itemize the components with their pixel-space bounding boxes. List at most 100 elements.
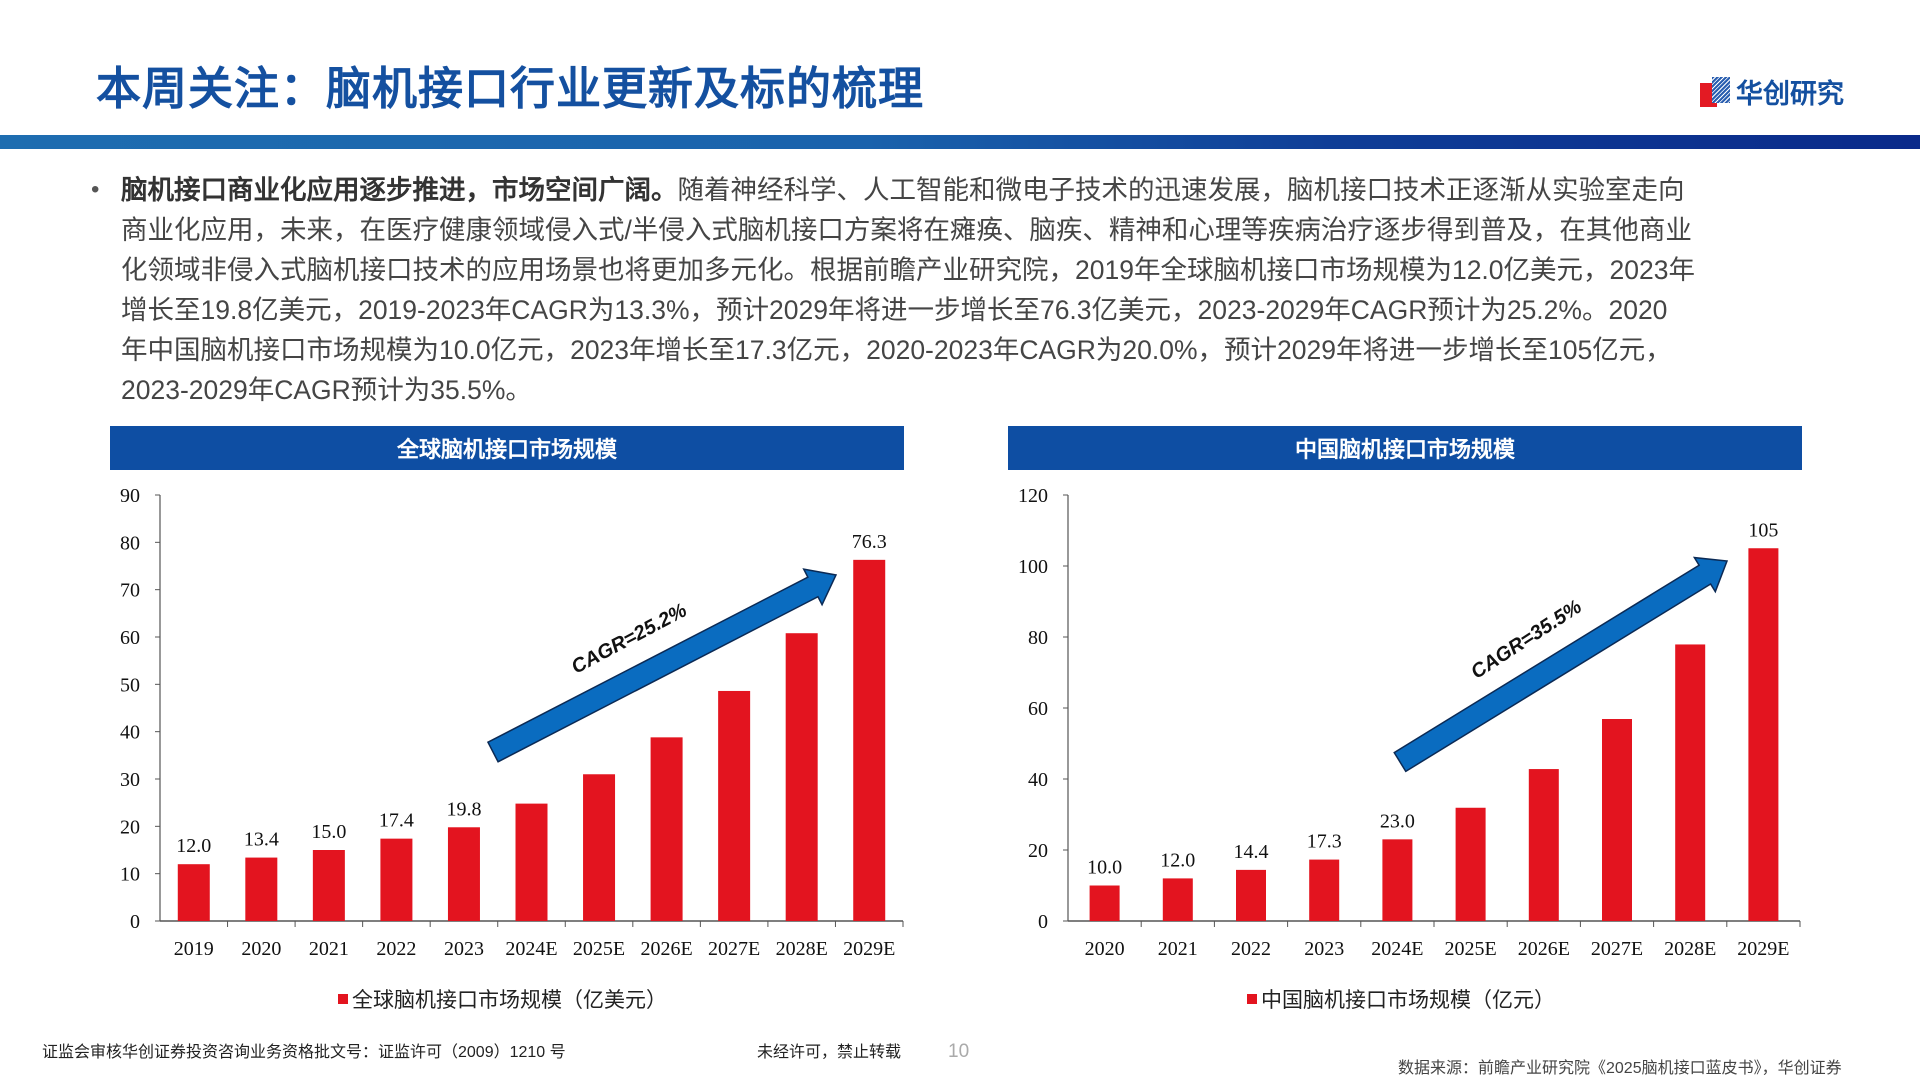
data-label: 14.4 xyxy=(1234,841,1269,863)
bar xyxy=(1236,869,1266,921)
bar xyxy=(718,690,751,921)
global-chart: 0 10 20 30 40 50 60 70 80 90 2019 12.0 2020 13.4 2021 1… xyxy=(120,485,904,960)
data-label: 76.3 xyxy=(852,531,887,553)
paragraph-line: 脑机接口商业化应用逐步推进，市场空间广阔。随着神经科学、人工智能和微电子技术的迅… xyxy=(121,170,1801,210)
paragraph-line: 2023-2029年CAGR预计为35.5%。 xyxy=(121,375,532,405)
logo-text: 华创研究 xyxy=(1736,79,1844,109)
x-tick-label: 2021 xyxy=(1158,938,1198,960)
y-tick-label: 60 xyxy=(120,627,140,649)
bar xyxy=(1089,885,1120,921)
paragraph-line: 年中国脑机接口市场规模为10.0亿元，2023年增长至17.3亿元，2020-2… xyxy=(121,335,1672,365)
y-tick-label: 80 xyxy=(1028,627,1048,649)
global-chart-title: 全球脑机接口市场规模 xyxy=(110,426,904,470)
license-text: 证监会审核华创证券投资咨询业务资格批文号：证监许可（2009）1210 号 xyxy=(42,1044,566,1061)
x-tick-label: 2025E xyxy=(573,938,625,960)
page-number: 10 xyxy=(948,1041,970,1062)
data-label: 12.0 xyxy=(1160,849,1195,871)
brand-logo: 华创研究 xyxy=(1700,72,1844,111)
bar xyxy=(1602,719,1632,921)
x-tick-label: 2020 xyxy=(1085,938,1125,960)
bullet-icon: • xyxy=(91,176,100,203)
bar xyxy=(1162,878,1193,921)
legend-swatch xyxy=(338,994,348,1004)
x-tick-label: 2023 xyxy=(444,938,484,960)
x-tick-label: 2026E xyxy=(1518,938,1570,960)
bar xyxy=(312,850,345,921)
x-tick-label: 2020 xyxy=(241,938,281,960)
data-label: 23.0 xyxy=(1380,810,1415,832)
legend-swatch xyxy=(1247,994,1257,1004)
data-source: 数据来源：前瞻产业研究院《2025脑机接口蓝皮书》，华创证券 xyxy=(1398,1060,1842,1077)
bar xyxy=(177,864,210,921)
legend-label: 全球脑机接口市场规模（亿美元） xyxy=(352,989,667,1012)
x-tick-label: 2026E xyxy=(640,938,692,960)
paragraph-line: 商业化应用，未来，在医疗健康领域侵入式/半侵入式脑机接口方案将在瘫痪、脑疾、精神… xyxy=(121,215,1692,245)
x-tick-label: 2029E xyxy=(843,938,895,960)
bar xyxy=(1455,807,1486,921)
bar xyxy=(583,774,616,921)
y-tick-label: 80 xyxy=(120,532,140,554)
x-tick-label: 2025E xyxy=(1444,938,1496,960)
x-tick-label: 2021 xyxy=(309,938,349,960)
growth-arrow-icon xyxy=(1393,556,1729,773)
x-tick-label: 2028E xyxy=(1664,938,1716,960)
summary-paragraph: • 脑机接口商业化应用逐步推进，市场空间广阔。随着神经科学、人工智能和微电子技术… xyxy=(91,170,1801,410)
y-tick-label: 50 xyxy=(120,674,140,696)
data-label: 105 xyxy=(1748,519,1778,541)
bar xyxy=(650,737,683,921)
china-chart-title: 中国脑机接口市场规模 xyxy=(1008,426,1802,470)
y-tick-label: 20 xyxy=(1028,840,1048,862)
x-tick-label: 2024E xyxy=(505,938,557,960)
bar xyxy=(853,559,886,921)
data-label: 19.8 xyxy=(446,798,481,820)
y-tick-label: 70 xyxy=(120,580,140,602)
data-label: 12.0 xyxy=(176,835,211,857)
y-tick-label: 90 xyxy=(120,485,140,507)
bar xyxy=(447,827,480,921)
paragraph-line: 增长至19.8亿美元，2019-2023年CAGR为13.3%，预计2029年将… xyxy=(121,295,1668,325)
page-title: 本周关注：脑机接口行业更新及标的梳理 xyxy=(96,63,925,114)
header-divider-bar xyxy=(0,135,1920,149)
data-label: 17.4 xyxy=(379,810,414,832)
bar xyxy=(380,838,413,921)
bar xyxy=(1528,769,1559,921)
x-tick-label: 2022 xyxy=(376,938,416,960)
paragraph-line: 化领域非侵入式脑机接口技术的应用场景也将更加多元化。根据前瞻产业研究院，2019… xyxy=(121,255,1695,285)
legend-label: 中国脑机接口市场规模（亿元） xyxy=(1261,989,1555,1012)
growth-arrow-icon xyxy=(486,568,838,763)
china-chart: 0 20 40 60 80 100 120 2020 10.0 2021 12.0 2022 14.4 2… xyxy=(1018,485,1801,960)
y-tick-label: 60 xyxy=(1028,698,1048,720)
y-tick-label: 40 xyxy=(1028,769,1048,791)
y-tick-label: 0 xyxy=(130,911,140,933)
data-label: 15.0 xyxy=(311,821,346,843)
bar xyxy=(515,803,548,921)
paragraph-text: 随着神经科学、人工智能和微电子技术的迅速发展，脑机接口技术正逐渐从实验室走向 xyxy=(677,175,1685,205)
y-tick-label: 20 xyxy=(120,816,140,838)
x-tick-label: 2027E xyxy=(1591,938,1643,960)
bar xyxy=(1748,548,1779,921)
y-tick-label: 100 xyxy=(1018,556,1048,578)
x-tick-label: 2023 xyxy=(1304,938,1344,960)
x-tick-label: 2027E xyxy=(708,938,760,960)
y-tick-label: 10 xyxy=(120,864,140,886)
x-tick-label: 2022 xyxy=(1231,938,1271,960)
paragraph-lead: 脑机接口商业化应用逐步推进，市场空间广阔。 xyxy=(121,175,678,205)
china-chart-legend: 中国脑机接口市场规模（亿元） xyxy=(1247,984,1555,1014)
bar xyxy=(1382,839,1413,921)
global-chart-legend: 全球脑机接口市场规模（亿美元） xyxy=(338,984,667,1014)
x-tick-label: 2029E xyxy=(1737,938,1789,960)
bar xyxy=(1675,644,1706,921)
bar xyxy=(1309,859,1340,921)
data-label: 17.3 xyxy=(1307,831,1342,853)
y-tick-label: 120 xyxy=(1018,485,1048,507)
y-tick-label: 40 xyxy=(120,722,140,744)
x-tick-label: 2028E xyxy=(776,938,828,960)
data-label: 10.0 xyxy=(1087,857,1122,879)
logo-cube-icon xyxy=(1700,76,1730,107)
data-label: 13.4 xyxy=(244,829,279,851)
bar xyxy=(245,857,278,921)
copyright-notice: 未经许可，禁止转载 xyxy=(757,1044,902,1061)
y-tick-label: 30 xyxy=(120,769,140,791)
x-tick-label: 2019 xyxy=(174,938,214,960)
